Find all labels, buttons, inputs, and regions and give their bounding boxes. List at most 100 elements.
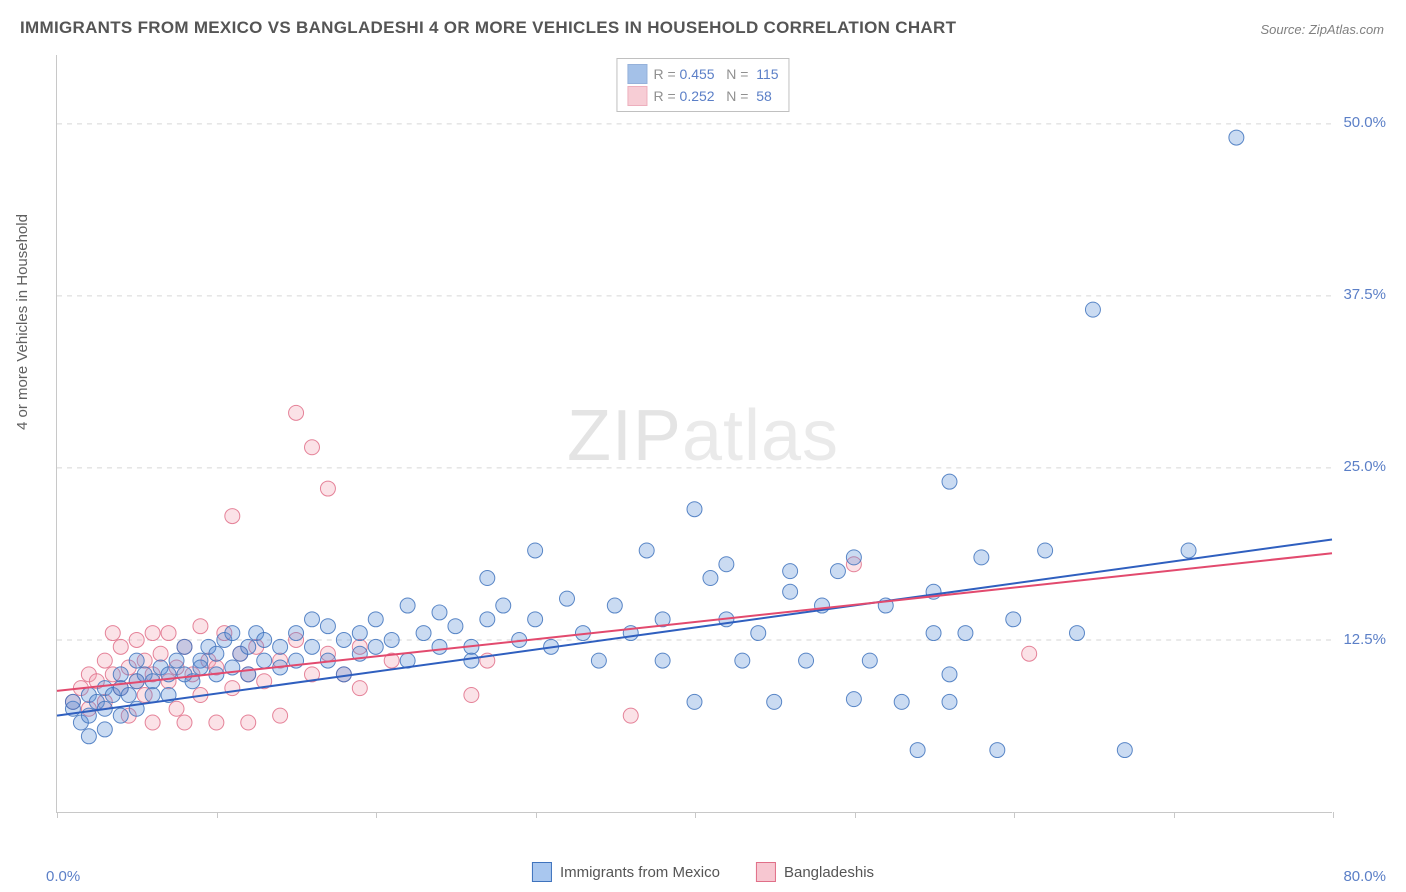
data-point [145, 688, 160, 703]
y-tick-label: 25.0% [1343, 458, 1386, 475]
data-point [209, 715, 224, 730]
data-point [655, 653, 670, 668]
data-point [153, 646, 168, 661]
data-point [121, 688, 136, 703]
data-point [464, 688, 479, 703]
series-legend-item: Bangladeshis [756, 862, 874, 882]
data-point [1038, 543, 1053, 558]
legend-label: Bangladeshis [784, 864, 874, 881]
data-point [560, 591, 575, 606]
data-point [320, 619, 335, 634]
correlation-legend-row: R = 0.252 N = 58 [627, 85, 778, 107]
data-point [974, 550, 989, 565]
data-point [623, 708, 638, 723]
data-point [432, 639, 447, 654]
data-point [113, 708, 128, 723]
data-point [1229, 130, 1244, 145]
data-point [942, 694, 957, 709]
data-point [273, 639, 288, 654]
x-tick-mark [1174, 812, 1175, 818]
data-point [846, 550, 861, 565]
x-tick-mark [217, 812, 218, 818]
data-point [145, 626, 160, 641]
data-point [735, 653, 750, 668]
data-point [480, 612, 495, 627]
data-point [129, 632, 144, 647]
data-point [910, 743, 925, 758]
data-point [591, 653, 606, 668]
data-point [703, 571, 718, 586]
data-point [751, 626, 766, 641]
y-tick-label: 12.5% [1343, 631, 1386, 648]
y-tick-label: 37.5% [1343, 286, 1386, 303]
x-axis-min-label: 0.0% [46, 868, 80, 885]
data-point [528, 612, 543, 627]
data-point [862, 653, 877, 668]
data-point [105, 626, 120, 641]
data-point [1181, 543, 1196, 558]
data-point [113, 639, 128, 654]
data-point [257, 632, 272, 647]
data-point [352, 681, 367, 696]
data-point [241, 639, 256, 654]
data-point [1006, 612, 1021, 627]
data-point [129, 653, 144, 668]
x-tick-mark [695, 812, 696, 818]
data-point [480, 571, 495, 586]
data-point [225, 509, 240, 524]
data-point [169, 653, 184, 668]
correlation-legend-row: R = 0.455 N = 115 [627, 63, 778, 85]
x-tick-mark [1014, 812, 1015, 818]
data-point [169, 701, 184, 716]
data-point [416, 626, 431, 641]
data-point [767, 694, 782, 709]
data-point [225, 626, 240, 641]
data-point [607, 598, 622, 613]
trend-line [57, 553, 1332, 691]
data-point [926, 626, 941, 641]
data-point [942, 667, 957, 682]
data-point [257, 653, 272, 668]
data-point [1022, 646, 1037, 661]
x-tick-mark [536, 812, 537, 818]
data-point [305, 612, 320, 627]
data-point [990, 743, 1005, 758]
series-legend: Immigrants from Mexico Bangladeshis [532, 862, 874, 882]
data-point [177, 639, 192, 654]
data-point [177, 715, 192, 730]
correlation-legend: R = 0.455 N = 115R = 0.252 N = 58 [616, 58, 789, 112]
legend-label: Immigrants from Mexico [560, 864, 720, 881]
x-axis-max-label: 80.0% [1343, 868, 1386, 885]
data-point [496, 598, 511, 613]
data-point [687, 694, 702, 709]
y-axis-label: 4 or more Vehicles in Household [14, 214, 31, 430]
data-point [528, 543, 543, 558]
data-point [846, 692, 861, 707]
data-point [241, 715, 256, 730]
trend-line [57, 539, 1332, 715]
data-point [161, 626, 176, 641]
source-attribution: Source: ZipAtlas.com [1260, 22, 1384, 37]
data-point [289, 626, 304, 641]
chart-svg [57, 55, 1332, 812]
data-point [830, 564, 845, 579]
series-legend-item: Immigrants from Mexico [532, 862, 720, 882]
data-point [783, 584, 798, 599]
data-point [400, 598, 415, 613]
data-point [225, 681, 240, 696]
data-point [783, 564, 798, 579]
data-point [65, 694, 80, 709]
legend-swatch [532, 862, 552, 882]
legend-swatch [756, 862, 776, 882]
y-tick-label: 50.0% [1343, 114, 1386, 131]
data-point [687, 502, 702, 517]
data-point [289, 405, 304, 420]
data-point [145, 715, 160, 730]
data-point [193, 660, 208, 675]
data-point [368, 639, 383, 654]
data-point [1070, 626, 1085, 641]
data-point [958, 626, 973, 641]
data-point [719, 557, 734, 572]
legend-swatch [627, 86, 647, 106]
data-point [97, 653, 112, 668]
